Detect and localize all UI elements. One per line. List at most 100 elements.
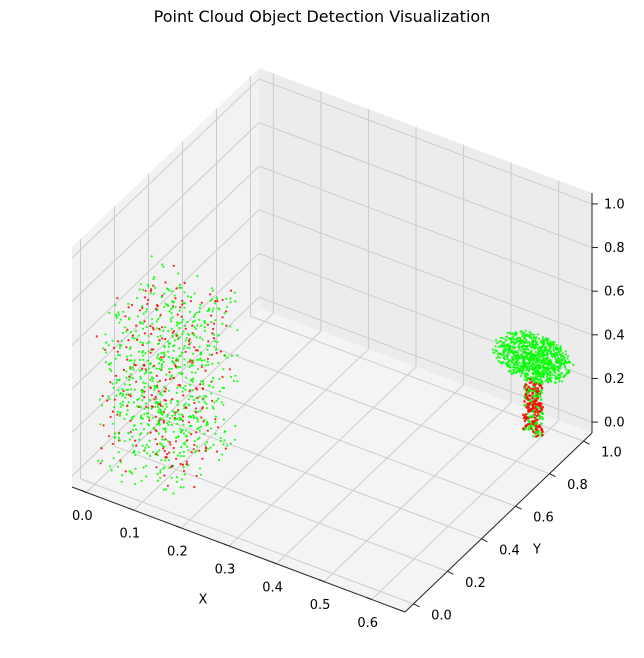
box-point <box>185 460 188 463</box>
box-point <box>167 356 170 359</box>
trunk-point <box>539 398 543 401</box>
box-point <box>175 457 178 460</box>
y-tick-label: 1.0 <box>601 446 622 461</box>
box-point <box>111 422 114 425</box>
box-point <box>209 446 212 449</box>
box-point <box>215 450 219 453</box>
box-point <box>205 402 208 406</box>
box-point <box>156 342 160 346</box>
crown-point <box>530 368 534 371</box>
grid-line-z-back <box>258 122 593 249</box>
box-point <box>206 348 209 351</box>
box-point <box>146 302 149 306</box>
box-point <box>128 359 132 362</box>
crown-point <box>531 333 534 336</box>
box-point <box>190 364 193 367</box>
box-point <box>161 326 164 329</box>
box-point <box>186 320 189 323</box>
grid-line-z-back <box>258 209 593 336</box>
crown-point <box>532 346 535 349</box>
crown-point <box>510 337 513 340</box>
box-point <box>163 390 167 393</box>
box-point <box>182 466 185 469</box>
box-point <box>143 413 146 416</box>
box-point <box>203 320 206 323</box>
box-point <box>164 281 167 284</box>
box-point <box>140 422 143 425</box>
crown-point <box>548 347 551 350</box>
box-point <box>151 326 154 329</box>
box-point <box>193 440 196 443</box>
box-point <box>195 336 198 339</box>
box-point <box>209 293 212 296</box>
crown-point <box>523 351 526 354</box>
box-point <box>210 287 213 290</box>
crown-point <box>553 341 556 344</box>
box-point <box>166 340 170 343</box>
back-pane <box>259 68 592 433</box>
box-point <box>201 338 204 341</box>
box-point <box>138 288 141 291</box>
box-point <box>158 357 161 360</box>
crown-point <box>508 331 511 334</box>
crown-point <box>528 367 532 371</box>
box-point <box>133 363 136 367</box>
box-point <box>158 423 161 426</box>
y-tick-label: 0.4 <box>499 543 520 558</box>
box-point <box>126 355 129 358</box>
crown-point <box>529 358 532 362</box>
box-point <box>182 394 185 397</box>
box-point <box>130 471 133 474</box>
trunk-point <box>531 400 535 403</box>
box-point <box>217 426 220 429</box>
box-point <box>132 368 135 371</box>
axis-lines <box>71 193 598 613</box>
crown-point <box>538 349 542 352</box>
crown-point <box>501 337 504 340</box>
box-point <box>211 310 214 313</box>
crown-point <box>535 341 538 344</box>
box-point <box>163 408 167 411</box>
trunk-point <box>523 385 526 389</box>
box-point <box>189 395 192 398</box>
box-point <box>233 438 237 441</box>
box-point <box>214 415 217 418</box>
box-point <box>122 310 125 313</box>
box-point <box>176 422 179 425</box>
box-point <box>174 306 177 309</box>
box-point <box>186 463 189 466</box>
box-point <box>153 275 156 279</box>
crown-point <box>554 365 557 368</box>
crown-point <box>514 358 517 361</box>
crown-point <box>557 370 560 373</box>
box-point <box>167 459 170 462</box>
crown-point <box>509 359 512 362</box>
box-point <box>207 340 210 343</box>
trunk-point <box>528 399 532 403</box>
crown-point <box>561 380 564 383</box>
crown-point <box>511 349 514 352</box>
box-point <box>181 390 184 393</box>
box-point <box>121 394 124 397</box>
crown-point <box>497 346 500 349</box>
crown-point <box>523 345 526 348</box>
box-point <box>138 405 141 408</box>
box-point <box>165 456 168 459</box>
crown-point <box>491 348 494 351</box>
box-point <box>119 405 122 408</box>
trunk-point <box>531 392 535 395</box>
crown-point <box>557 365 560 368</box>
box-point <box>229 442 232 445</box>
x-tick-label: 0.1 <box>119 527 140 542</box>
box-point <box>211 399 214 402</box>
crown-point <box>535 343 538 346</box>
crown-point <box>518 343 521 346</box>
box-point <box>109 465 112 468</box>
box-point <box>168 371 171 374</box>
box-point <box>166 484 169 487</box>
grid-line-z-side <box>71 253 260 433</box>
box-point <box>187 340 190 343</box>
box-point <box>149 290 153 293</box>
box-point <box>143 396 146 399</box>
box-point <box>177 322 180 325</box>
